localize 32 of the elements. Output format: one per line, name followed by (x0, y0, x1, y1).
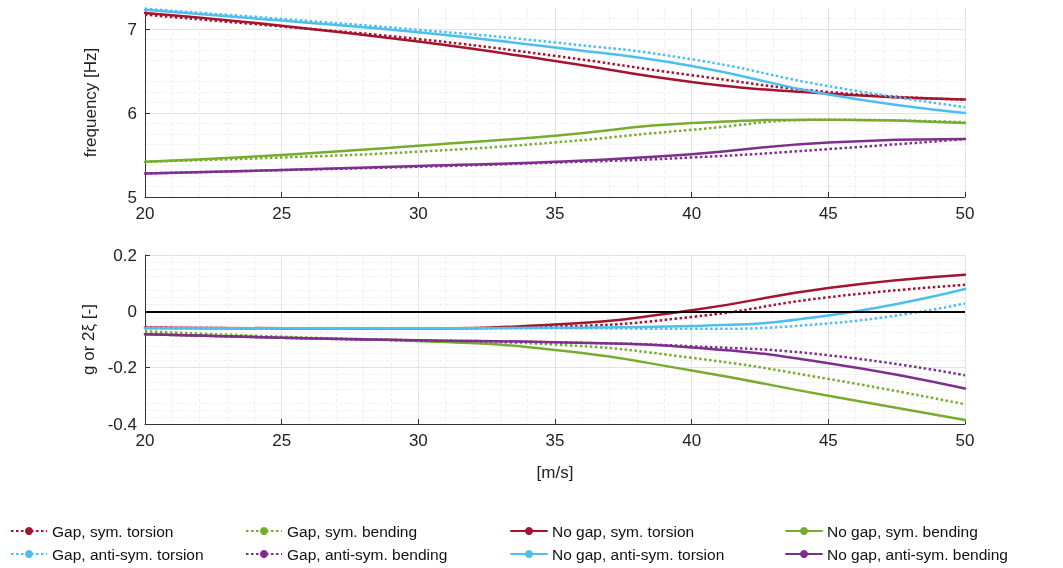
legend-label: No gap, sym. bending (827, 522, 978, 540)
y-tick-label: 0 (127, 301, 137, 321)
x-tick-label: 45 (818, 431, 838, 450)
x-tick-label: 25 (272, 204, 292, 223)
x-tick-label: 25 (272, 431, 292, 450)
x-tick-label: 40 (682, 431, 702, 450)
y-tick-label: -0.2 (107, 358, 137, 378)
y-tick-label: 5 (127, 187, 137, 207)
x-tick-label: 50 (955, 431, 975, 450)
legend-label: Gap, anti-sym. bending (287, 545, 448, 563)
y-tick-label: -0.4 (107, 414, 137, 434)
x-axis-title: [m/s] (536, 463, 574, 482)
x-tick-label: 20 (135, 204, 155, 223)
legend-label: Gap, anti-sym. torsion (52, 545, 204, 563)
y-tick-label: 7 (127, 19, 137, 39)
legend-label: No gap, sym. torsion (552, 522, 695, 540)
x-tick-label: 20 (135, 431, 155, 450)
y-tick-label: 6 (127, 103, 137, 123)
x-tick-label: 30 (408, 204, 428, 223)
x-tick-label: 30 (408, 431, 428, 450)
y-tick-label: 0.2 (113, 245, 137, 265)
x-tick-label: 35 (545, 204, 565, 223)
legend-label: Gap, sym. bending (287, 522, 418, 540)
y-axis-title: g or 2ξ [-] (78, 304, 98, 375)
legend-label: No gap, anti-sym. torsion (552, 545, 725, 563)
x-tick-label: 50 (955, 204, 975, 223)
x-tick-label: 40 (682, 204, 702, 223)
y-axis-title: frequency [Hz] (81, 47, 100, 158)
legend-label: Gap, sym. torsion (52, 522, 174, 540)
x-tick-label: 35 (545, 431, 565, 450)
x-tick-label: 45 (818, 204, 838, 223)
legend-label: No gap, anti-sym. bending (827, 545, 1008, 563)
